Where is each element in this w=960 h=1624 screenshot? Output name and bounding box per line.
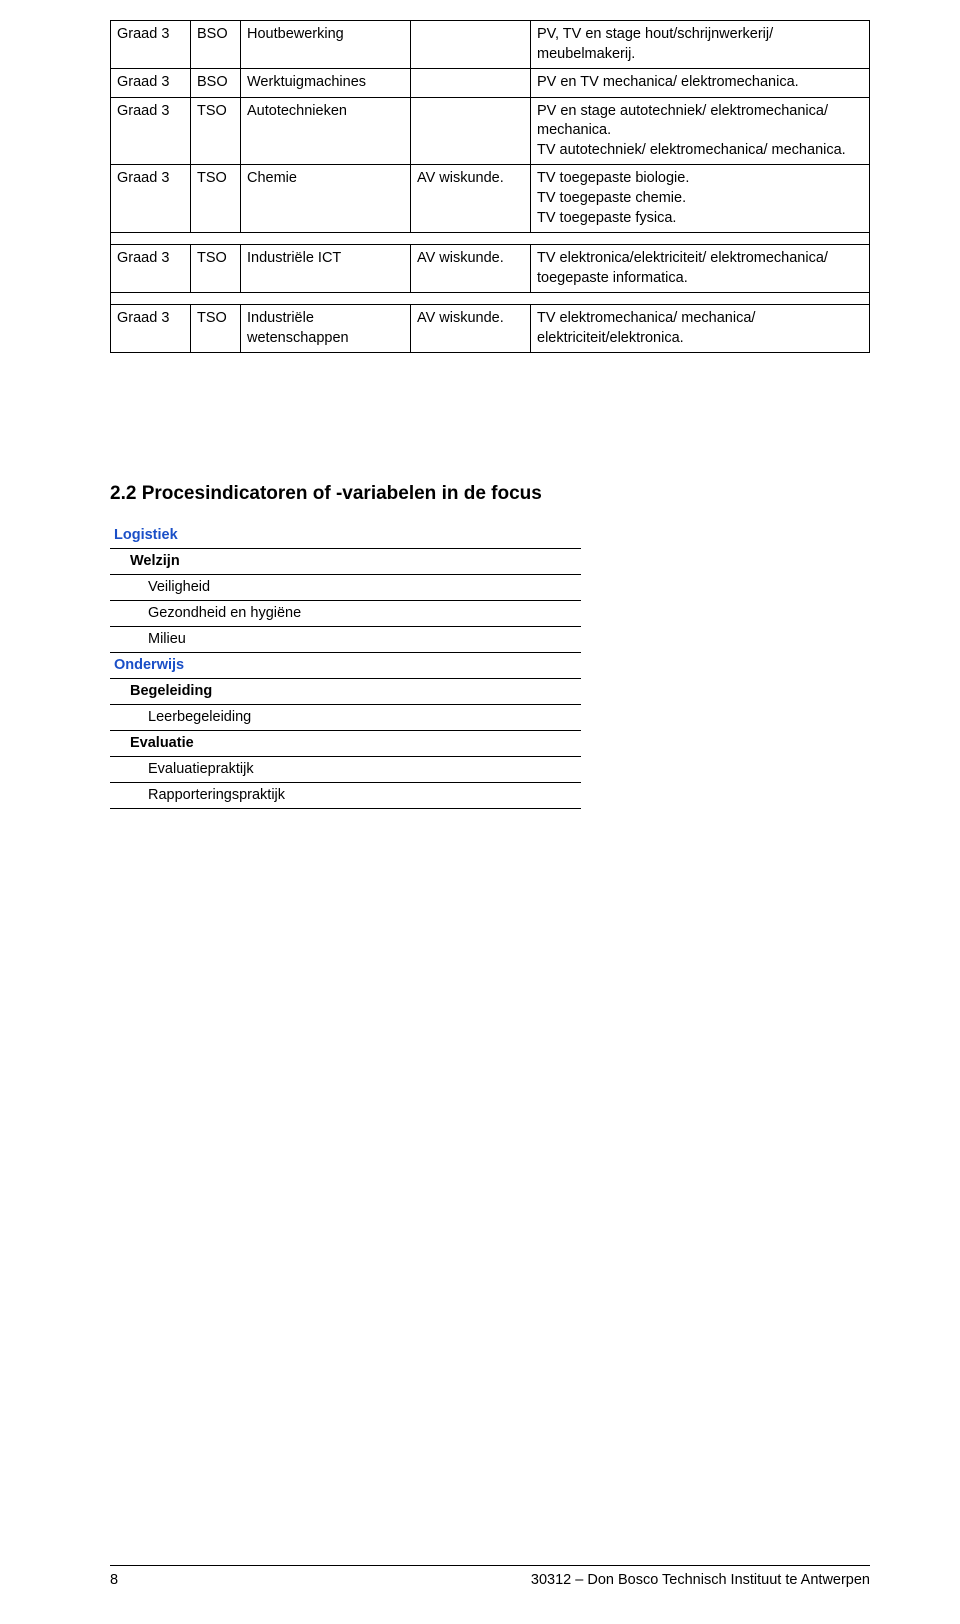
table-cell: AV wiskunde.	[411, 305, 531, 353]
table-row: Graad 3BSOWerktuigmachines PV en TV mecha…	[111, 69, 870, 98]
list-item-label: Onderwijs	[114, 657, 184, 673]
table-cell: TSO	[191, 165, 241, 233]
table-cell: Graad 3	[111, 165, 191, 233]
table-cell: TSO	[191, 245, 241, 293]
list-item-label: Rapporteringspraktijk	[148, 787, 285, 803]
table-cell	[411, 97, 531, 165]
table-cell: Autotechnieken	[241, 97, 411, 165]
list-item-label: Evaluatiepraktijk	[148, 761, 254, 777]
list-item-label: Begeleiding	[130, 683, 212, 699]
table-cell	[411, 69, 531, 98]
table-cell: Graad 3	[111, 305, 191, 353]
table-cell: Houtbewerking	[241, 21, 411, 69]
table-cell: TV elektromechanica/ mechanica/ elektric…	[531, 305, 870, 353]
list-item-label: Gezondheid en hygiëne	[148, 605, 301, 621]
table-cell: Graad 3	[111, 97, 191, 165]
table-cell: BSO	[191, 69, 241, 98]
table-row: Graad 3TSOAutotechnieken PV en stage auto…	[111, 97, 870, 165]
table-cell: Chemie	[241, 165, 411, 233]
section-title: 2.2 Procesindicatoren of -variabelen in …	[110, 483, 870, 505]
table-cell: PV en stage autotechniek/ elektromechani…	[531, 97, 870, 165]
table-cell	[411, 21, 531, 69]
table-cell: TSO	[191, 97, 241, 165]
list-item: Welzijn	[110, 549, 581, 575]
table-cell: Werktuigmachines	[241, 69, 411, 98]
list-item-label: Veiligheid	[148, 579, 210, 595]
footer-text: 30312 – Don Bosco Technisch Instituut te…	[531, 1572, 870, 1588]
table-row: Graad 3TSOIndustriële wetenschappenAV wi…	[111, 305, 870, 353]
list-item: Onderwijs	[110, 653, 581, 679]
list-item-label: Leerbegeleiding	[148, 709, 251, 725]
list-item: Veiligheid	[110, 575, 581, 601]
table-cell: AV wiskunde.	[411, 165, 531, 233]
table-row: Graad 3TSOChemieAV wiskunde.TV toegepast…	[111, 165, 870, 233]
list-item-label: Welzijn	[130, 553, 180, 569]
list-item-label: Logistiek	[114, 527, 178, 543]
list-item: Rapporteringspraktijk	[110, 783, 581, 809]
table-cell: Graad 3	[111, 245, 191, 293]
table-row: Graad 3TSOIndustriële ICTAV wiskunde.TV …	[111, 245, 870, 293]
list-item: Evaluatie	[110, 731, 581, 757]
table-cell: Industriële wetenschappen	[241, 305, 411, 353]
list-item: Gezondheid en hygiëne	[110, 601, 581, 627]
subjects-table: Graad 3BSOHoutbewerkingPV, TV en stage h…	[110, 20, 870, 353]
list-item: Begeleiding	[110, 679, 581, 705]
table-cell: BSO	[191, 21, 241, 69]
page-footer: 8 30312 – Don Bosco Technisch Instituut …	[110, 1565, 870, 1588]
table-cell: AV wiskunde.	[411, 245, 531, 293]
table-cell: Graad 3	[111, 21, 191, 69]
list-item-label: Evaluatie	[130, 735, 194, 751]
page-number: 8	[110, 1572, 118, 1588]
list-item: Evaluatiepraktijk	[110, 757, 581, 783]
list-item-label: Milieu	[148, 631, 186, 647]
list-item: Leerbegeleiding	[110, 705, 581, 731]
table-cell: TV elektronica/elektriciteit/ elektromec…	[531, 245, 870, 293]
table-cell: TSO	[191, 305, 241, 353]
table-cell: Industriële ICT	[241, 245, 411, 293]
list-item: Logistiek	[110, 523, 581, 549]
table-cell: PV en TV mechanica/ elektromechanica.	[531, 69, 870, 98]
focus-table: Logistiek Welzijn Veiligheid Gezondheid en …	[110, 523, 581, 809]
list-item: Milieu	[110, 627, 581, 653]
table-row: Graad 3BSOHoutbewerking PV, TV en stage h…	[111, 21, 870, 69]
table-cell: Graad 3	[111, 69, 191, 98]
table-cell: TV toegepaste biologie.TV toegepaste che…	[531, 165, 870, 233]
table-cell: PV, TV en stage hout/schrijnwerkerij/ me…	[531, 21, 870, 69]
